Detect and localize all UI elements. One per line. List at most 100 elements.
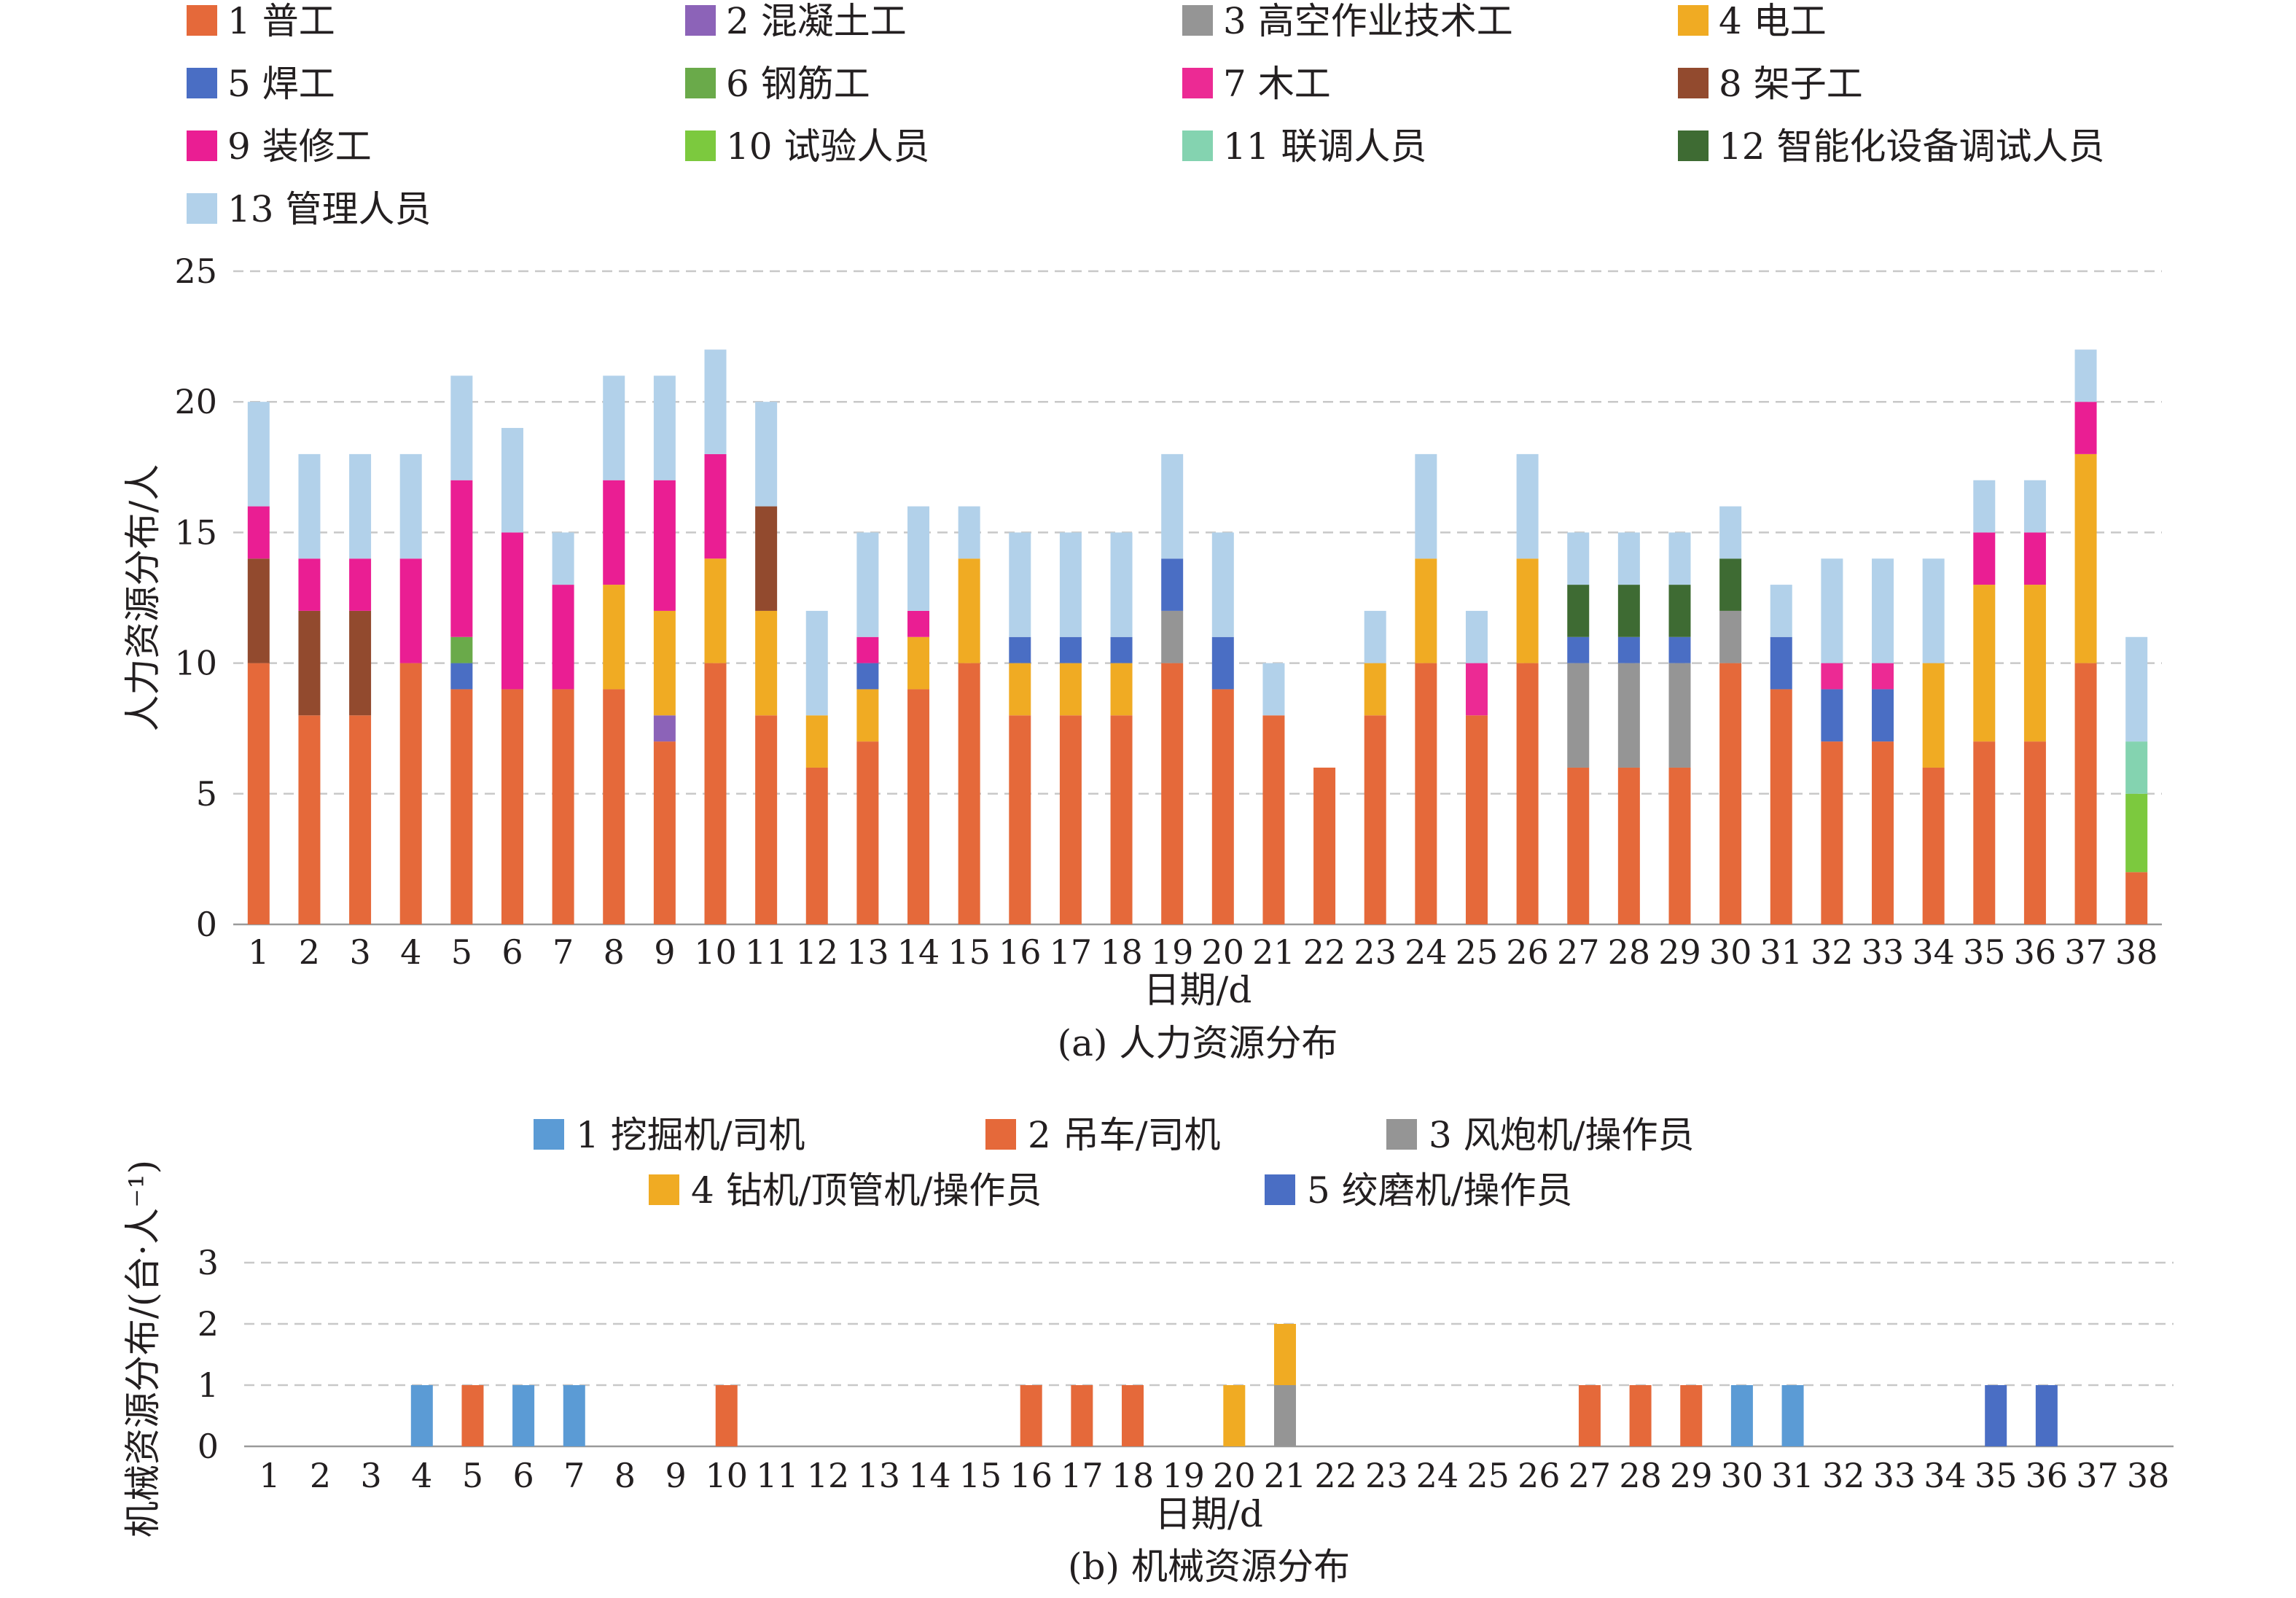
legend-swatch (187, 68, 217, 98)
bar-segment (805, 610, 828, 716)
bar-segment (958, 558, 980, 663)
bar-segment (1719, 506, 1742, 559)
legend-swatch (1182, 130, 1213, 161)
bar-segment (2125, 636, 2148, 742)
legend-label: 11 联调人员 (1223, 125, 1427, 168)
bar-segment (1110, 715, 1133, 924)
legend-label: 7 木工 (1223, 63, 1331, 105)
legend-label: 8 架子工 (1719, 63, 1863, 105)
legend-label: 2 吊车/司机 (1028, 1114, 1221, 1156)
x-tick-label: 2 (310, 1456, 331, 1495)
bar-segment (755, 402, 778, 507)
bar-segment (1922, 767, 1945, 924)
bar-segment (907, 506, 930, 611)
bar-segment (349, 558, 372, 611)
bar-segment (603, 480, 625, 585)
bar-segment (298, 610, 321, 716)
bar-segment (1872, 663, 1894, 690)
bar-segment (653, 741, 676, 924)
bar-segment (298, 715, 321, 924)
y-tick-label: 3 (198, 1243, 219, 1282)
bar-segment (349, 453, 372, 559)
bar-segment (1973, 585, 1996, 742)
bar-segment (1719, 558, 1742, 611)
legend-label: 10 试验人员 (726, 125, 930, 168)
legend-swatch (187, 130, 217, 161)
x-tick-label: 23 (1354, 932, 1397, 972)
bar-segment (450, 636, 473, 663)
legend-label: 6 钢筋工 (726, 63, 870, 105)
bar-segment (856, 663, 879, 690)
legend-swatch (1678, 68, 1709, 98)
bar-segment (2125, 741, 2148, 794)
x-tick-label: 17 (1050, 932, 1093, 972)
x-tick-label: 37 (2076, 1456, 2119, 1495)
bar-segment (1680, 1385, 1703, 1446)
x-tick-label: 38 (2115, 932, 2158, 972)
x-tick-label: 19 (1151, 932, 1194, 972)
bar-segment (1516, 663, 1539, 924)
bar-segment (399, 663, 422, 924)
bar-segment (1668, 636, 1691, 663)
x-axis-title: 日期/d (1144, 969, 1252, 1011)
bar-segment (1211, 532, 1234, 637)
bar-segment (1872, 689, 1894, 742)
x-tick-label: 20 (1202, 932, 1245, 972)
bar-segment (1617, 585, 1640, 637)
legend-swatch (1182, 5, 1213, 36)
y-tick-label: 2 (198, 1304, 219, 1344)
bar-segment (704, 663, 727, 924)
bar-segment (1110, 663, 1133, 716)
bar-segment (704, 349, 727, 454)
x-tick-label: 1 (248, 932, 269, 972)
bar-segment (1516, 453, 1539, 559)
bar-segment (247, 663, 270, 924)
y-tick-label: 10 (174, 644, 217, 683)
x-tick-label: 8 (604, 932, 625, 972)
legend-swatch (1678, 5, 1709, 36)
bar-segment (1465, 610, 1488, 663)
bar-segment (653, 610, 676, 716)
bar-segment (856, 636, 879, 663)
bar-segment (2035, 1385, 2058, 1446)
bar-segment (450, 689, 473, 924)
bar-segment (461, 1385, 484, 1446)
bar-segment (1161, 610, 1184, 663)
bar-segment (1211, 689, 1234, 924)
bar-segment (755, 610, 778, 716)
y-tick-label: 15 (174, 512, 217, 552)
bar-segment (298, 558, 321, 611)
legend-label: 9 装修工 (227, 125, 372, 168)
bar-segment (1415, 558, 1437, 663)
bar-segment (501, 689, 523, 924)
x-tick-label: 12 (795, 932, 838, 972)
bar-segment (1668, 585, 1691, 637)
bar-segment (1617, 636, 1640, 663)
x-tick-label: 13 (857, 1456, 900, 1495)
bar-segment (1629, 1385, 1652, 1446)
bar-segment (1821, 558, 1843, 663)
bar-segment (1770, 585, 1792, 637)
x-tick-label: 4 (400, 932, 421, 972)
bar-segment (1211, 636, 1234, 690)
chart-caption: (a) 人力资源分布 (1058, 1022, 1338, 1064)
bar-segment (856, 741, 879, 924)
bar-segment (1719, 610, 1742, 663)
x-tick-label: 17 (1061, 1456, 1104, 1495)
x-tick-label: 35 (1975, 1456, 2018, 1495)
bar-segment (603, 689, 625, 924)
bar-segment (2125, 872, 2148, 924)
bar-segment (653, 715, 676, 742)
x-axis-title: 日期/d (1155, 1493, 1263, 1535)
x-tick-label: 10 (694, 932, 737, 972)
x-tick-label: 21 (1264, 1456, 1307, 1495)
bar-segment (805, 715, 828, 768)
x-tick-label: 3 (361, 1456, 382, 1495)
legend-label: 5 焊工 (227, 63, 335, 105)
bar-segment (1110, 532, 1133, 637)
bar-segment (410, 1385, 433, 1446)
x-tick-label: 31 (1760, 932, 1803, 972)
bar-segment (501, 532, 523, 690)
legend-swatch (685, 130, 716, 161)
